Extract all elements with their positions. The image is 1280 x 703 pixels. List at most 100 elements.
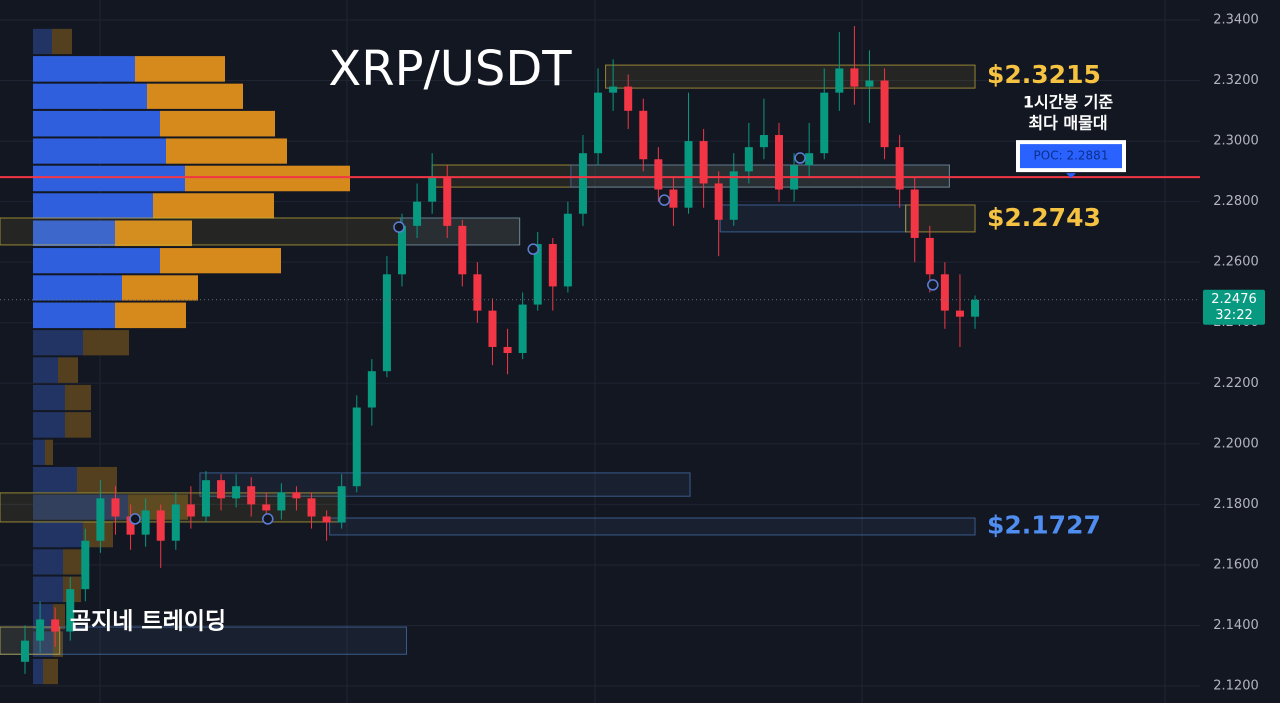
candle-body [428, 177, 437, 202]
candle-body [744, 147, 753, 172]
candle-body [910, 189, 919, 238]
y-tick-label: 2.1800 [1213, 497, 1259, 512]
candle-body [835, 68, 844, 93]
profile-buy [33, 357, 58, 383]
profile-sell [147, 83, 243, 109]
candle-body [126, 516, 135, 535]
price-tag [1203, 289, 1265, 325]
profile-buy [33, 549, 63, 575]
candle-body [488, 310, 497, 347]
profile-buy [33, 466, 77, 493]
price-tag-countdown: 32:22 [1215, 308, 1252, 323]
y-tick-label: 2.1600 [1213, 557, 1259, 572]
candle-body [141, 510, 150, 535]
candle-body [578, 153, 587, 214]
y-tick-label: 2.2800 [1213, 194, 1259, 209]
candle-body [51, 619, 60, 632]
poc-pointer [1066, 173, 1076, 179]
profile-buy [33, 439, 45, 465]
candle-body [81, 540, 90, 590]
profile-buy [33, 83, 147, 109]
candle-body [232, 486, 241, 499]
profile-sell [115, 302, 186, 329]
profile-sell [83, 330, 129, 356]
profile-sell [45, 439, 53, 465]
candle-body [217, 480, 226, 499]
y-tick-label: 2.3400 [1213, 12, 1259, 27]
candle-body [247, 486, 256, 505]
poc-note: 최다 매물대 [1028, 114, 1107, 133]
profile-buy [33, 412, 65, 438]
zone [0, 217, 521, 246]
y-tick-label: 2.2200 [1213, 376, 1259, 391]
profile-sell [65, 412, 91, 438]
marker [527, 243, 539, 255]
profile-buy [33, 28, 52, 55]
poc-label: POC: 2.2881 [1034, 149, 1109, 163]
marker [658, 194, 671, 206]
profile-buy [33, 576, 63, 603]
y-tick-label: 2.1200 [1213, 679, 1259, 694]
profile-buy [33, 110, 160, 137]
zone [605, 64, 976, 89]
profile-sell [77, 466, 117, 493]
profile-sell [166, 138, 287, 164]
chart-title: XRP/USDT [328, 41, 572, 97]
profile-sell [58, 357, 78, 383]
candle-body [850, 68, 859, 87]
candle-body [594, 92, 603, 154]
profile-sell [52, 28, 72, 55]
y-tick-label: 2.2000 [1213, 436, 1259, 451]
candle-body [66, 589, 75, 632]
profile-sell [115, 220, 192, 247]
candle-body [337, 486, 346, 523]
price-tag-value: 2.2476 [1211, 292, 1257, 307]
profile-buy [33, 658, 43, 685]
zone [0, 626, 61, 655]
marker [927, 279, 939, 291]
candle-body [880, 80, 889, 148]
candle-body [684, 141, 693, 208]
candle-body [699, 141, 708, 184]
candle-body [895, 147, 904, 190]
candle-body [624, 86, 633, 111]
profile-buy [33, 384, 65, 411]
profile-buy [33, 330, 83, 356]
marker [794, 152, 806, 164]
candle-body [955, 310, 964, 317]
profile-buy [33, 56, 135, 82]
candle-body [503, 346, 512, 354]
candle-body [865, 80, 874, 87]
candle-body [518, 304, 527, 354]
profile-sell [160, 110, 275, 137]
profile-buy [33, 165, 185, 192]
candle-body [458, 225, 467, 275]
candle-body [609, 86, 618, 93]
candle-body [805, 153, 814, 166]
candle-body [292, 492, 301, 499]
profile-buy [33, 220, 115, 247]
profile-sell [185, 165, 350, 192]
profile-sell [63, 549, 85, 575]
candle-body [759, 135, 768, 148]
candle-body [352, 407, 361, 487]
candle-body [96, 498, 105, 541]
candle-body [925, 237, 934, 275]
candle-body [729, 171, 738, 220]
candle-body [413, 201, 422, 226]
profile-sell [53, 631, 63, 657]
candle-body [171, 504, 180, 541]
y-tick-label: 2.3000 [1213, 134, 1259, 149]
candle-body [775, 135, 783, 190]
candle-body [36, 619, 45, 641]
zone [570, 164, 950, 188]
candle-body [533, 244, 542, 305]
profile-sell [43, 658, 58, 685]
marker [262, 513, 274, 525]
zone [199, 472, 691, 497]
candle-body [714, 183, 723, 220]
y-tick-label: 2.3200 [1213, 73, 1259, 88]
candle-body [322, 516, 331, 523]
zone [719, 204, 907, 233]
candle-body [201, 480, 210, 517]
